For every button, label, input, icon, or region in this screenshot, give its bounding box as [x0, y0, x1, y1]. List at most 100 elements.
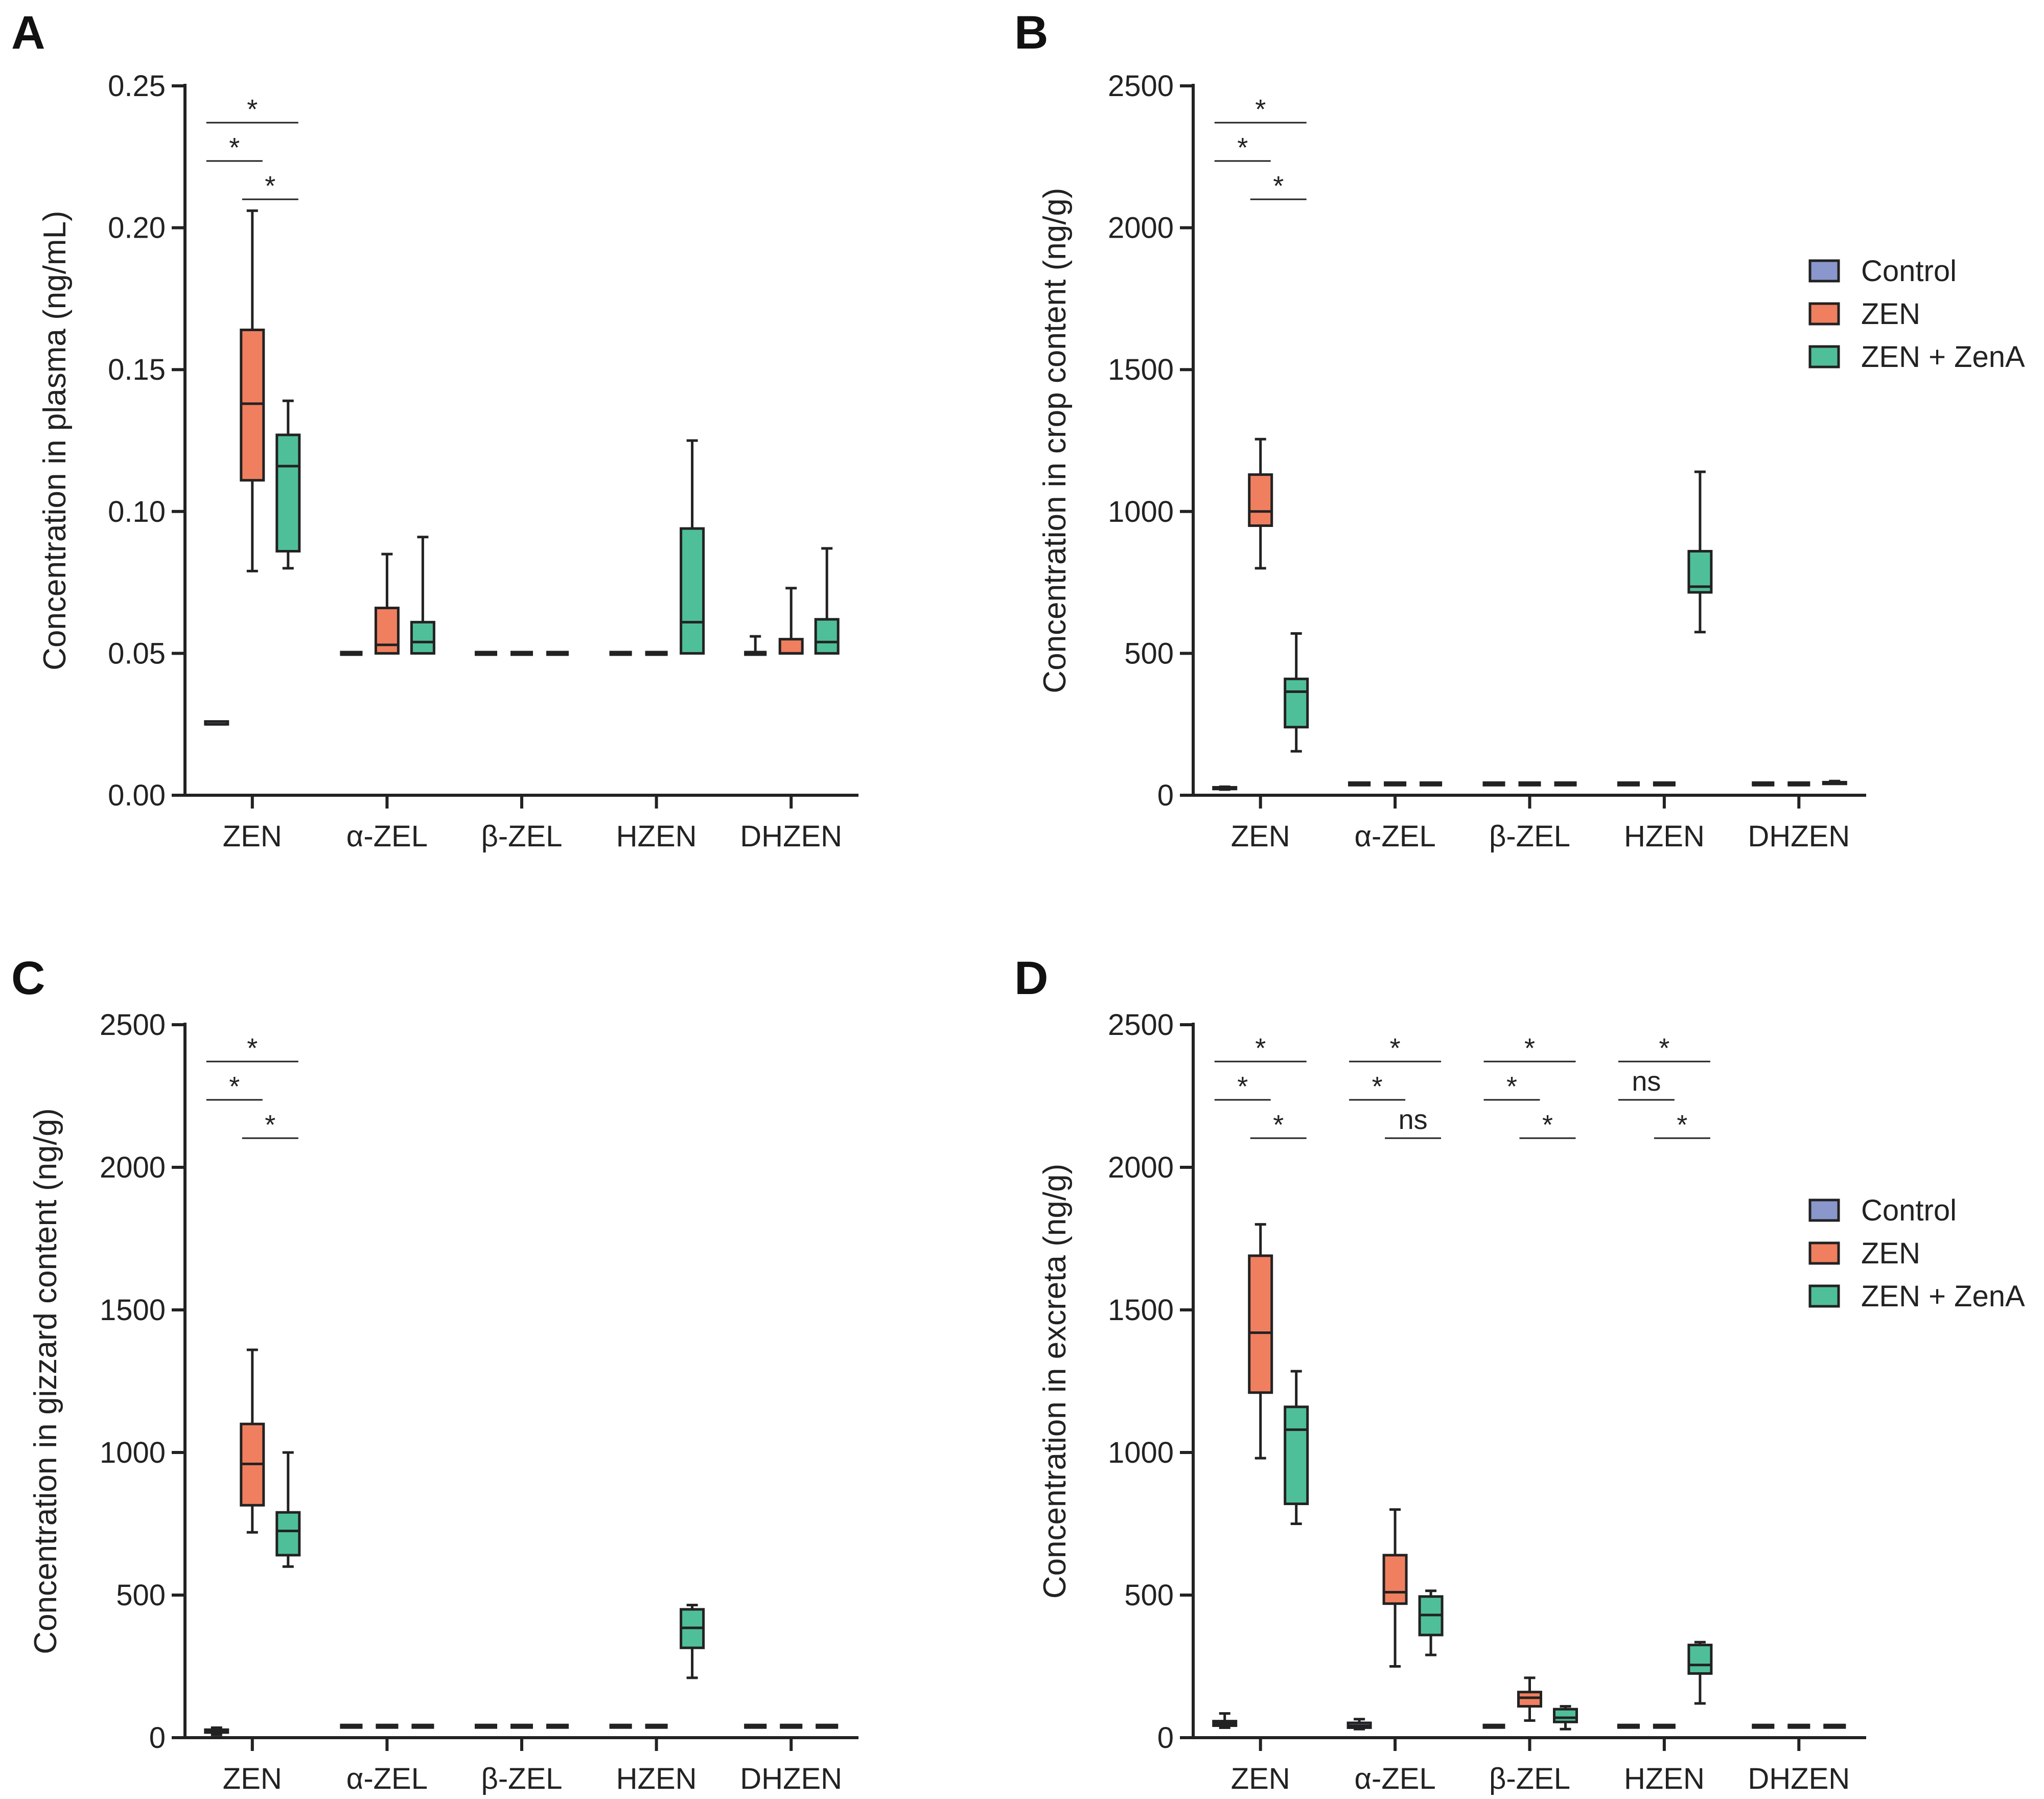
significance-star: *: [229, 132, 240, 163]
box-control-hzen: [1617, 781, 1640, 787]
box-body: [1517, 1691, 1542, 1708]
significance-hzen-control-vs-zen-plus-zena: *: [1618, 1033, 1710, 1064]
x-tick-label-dhzen: DHZEN: [1748, 1762, 1850, 1795]
significance-star: *: [1390, 1033, 1401, 1064]
box-zen-plus-zena-dhzen: [1823, 1723, 1846, 1729]
x-tick-label-zen: ZEN: [223, 1762, 282, 1795]
y-tick-label: 2000: [1108, 1151, 1174, 1184]
significance-star: *: [265, 1110, 275, 1140]
box-zen-plus-zena-beta-zel: [1553, 1705, 1578, 1731]
box-control-dhzen: [744, 1723, 767, 1729]
significance-zen-control-vs-zen-plus-zena: *: [206, 1033, 298, 1064]
significance-zen-control-vs-zen: *: [1214, 1071, 1271, 1102]
significance-zen-control-vs-zen: *: [206, 1071, 263, 1102]
box-zen-zen: [240, 209, 265, 572]
significance-beta-zel-zen-vs-zen-plus-zena: *: [1519, 1110, 1576, 1140]
y-tick-label: 0: [1157, 1721, 1174, 1755]
legend-swatch-zen-plus-zena: [1808, 1284, 1840, 1308]
box-control-hzen: [609, 1723, 632, 1729]
y-axis-title: Concentration in excreta (ng/g): [1037, 1164, 1073, 1599]
y-tick-label: 2000: [1108, 212, 1174, 245]
box-zen-plus-zena-zen: [1284, 1370, 1309, 1525]
significance-star: *: [265, 171, 275, 201]
box-control-dhzen: [1752, 1723, 1775, 1729]
significance-star: *: [1255, 1033, 1266, 1064]
box-control-beta-zel: [475, 651, 497, 656]
panel-letter: B: [1014, 7, 1048, 59]
x-tick-label-hzen: HZEN: [616, 1762, 697, 1795]
legend: Control ZEN ZEN + ZenA: [1808, 1194, 2025, 1313]
box-zen-alpha-zel: [376, 1723, 399, 1729]
x-tick-label-dhzen: DHZEN: [1748, 820, 1850, 853]
significance-beta-zel-control-vs-zen: *: [1483, 1071, 1540, 1102]
box-body: [814, 618, 840, 655]
box-control-dhzen: [1752, 781, 1775, 787]
box-zen-plus-zena-hzen: [1687, 470, 1713, 634]
box-body: [778, 638, 804, 655]
significance-zen-control-vs-zen-plus-zena: *: [1214, 1033, 1307, 1064]
y-tick-label: 500: [1124, 1579, 1174, 1612]
significance-star: *: [247, 94, 258, 125]
y-tick-label: 500: [1124, 637, 1174, 670]
box-zen-hzen: [645, 1723, 668, 1729]
x-tick-label-alpha-zel: α-ZEL: [346, 820, 428, 853]
box-control-beta-zel: [1482, 781, 1505, 787]
box-control-zen: [1212, 1712, 1238, 1729]
box-control-hzen: [609, 651, 632, 656]
y-tick-label: 0.00: [108, 779, 166, 812]
significance-star: *: [1273, 1110, 1284, 1140]
box-zen-dhzen: [1787, 781, 1810, 787]
box-zen-hzen: [645, 651, 668, 656]
box-control-hzen: [1617, 1723, 1640, 1729]
significance-alpha-zel-control-vs-zen-plus-zena: *: [1349, 1033, 1442, 1064]
x-tick-label-beta-zel: β-ZEL: [481, 1762, 562, 1795]
box-zen-beta-zel: [510, 1723, 533, 1729]
y-tick-label: 2000: [100, 1151, 166, 1184]
significance-zen-control-vs-zen: *: [1214, 132, 1271, 163]
y-tick-label: 0.10: [108, 495, 166, 528]
box-zen-dhzen: [778, 587, 804, 655]
y-tick-label: 0.20: [108, 212, 166, 245]
panel-letter: C: [11, 952, 45, 1004]
x-tick-label-hzen: HZEN: [1624, 820, 1705, 853]
significance-star: *: [1255, 94, 1266, 125]
y-tick-label: 0: [149, 1721, 166, 1755]
significance-star: *: [229, 1071, 240, 1102]
significance-alpha-zel-zen-vs-zen-plus-zena: ns: [1385, 1104, 1442, 1139]
x-tick-label-beta-zel: β-ZEL: [1489, 1762, 1570, 1795]
box-control-zen: [204, 1726, 229, 1736]
legend-label-zen-plus-zena: ZEN + ZenA: [1861, 340, 2025, 374]
y-tick-label: 1000: [1108, 495, 1174, 528]
box-body: [1284, 677, 1309, 729]
box-zen-plus-zena-alpha-zel: [1418, 1589, 1444, 1656]
box-zen-plus-zena-zen: [275, 399, 301, 570]
box-zen-plus-zena-beta-zel: [1554, 781, 1577, 787]
box-zen-zen: [1248, 1223, 1273, 1460]
box-zen-plus-zena-dhzen: [816, 1723, 839, 1729]
box-zen-beta-zel: [1518, 781, 1541, 787]
significance-alpha-zel-control-vs-zen: *: [1349, 1071, 1406, 1102]
box-body: [374, 607, 400, 655]
box-control-alpha-zel: [340, 651, 363, 656]
box-zen-hzen: [1653, 781, 1676, 787]
box-zen-plus-zena-alpha-zel: [411, 1723, 434, 1729]
box-zen-alpha-zel: [374, 552, 400, 655]
box-zen-hzen: [1653, 1723, 1676, 1729]
box-zen-plus-zena-dhzen: [1822, 779, 1847, 786]
y-tick-label: 0.05: [108, 637, 166, 670]
significance-zen-zen-vs-zen-plus-zena: *: [242, 1110, 298, 1140]
legend-swatch-zen: [1808, 1241, 1840, 1265]
legend-label-control: Control: [1861, 255, 1957, 288]
significance-star: *: [1677, 1110, 1687, 1140]
significance-zen-control-vs-zen: *: [206, 132, 263, 163]
significance-star: *: [1237, 132, 1248, 163]
box-zen-alpha-zel: [1382, 1508, 1408, 1668]
box-body: [275, 433, 301, 553]
x-tick-label-hzen: HZEN: [1624, 1762, 1705, 1795]
box-zen-plus-zena-zen: [1284, 632, 1309, 753]
y-axis-title: Concentration in plasma (ng/mL): [37, 211, 73, 670]
legend-label-control: Control: [1861, 1194, 1957, 1227]
box-zen-plus-zena-alpha-zel: [1420, 781, 1443, 787]
y-tick-label: 2500: [100, 1008, 166, 1042]
legend-swatch-control: [1808, 1198, 1840, 1222]
